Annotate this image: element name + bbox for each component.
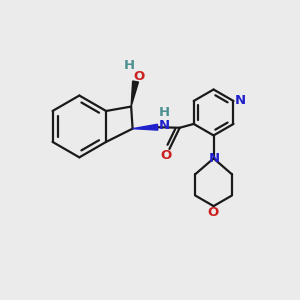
Text: H: H: [124, 59, 135, 72]
Text: O: O: [207, 206, 219, 219]
Text: N: N: [234, 94, 245, 107]
Text: H: H: [159, 106, 170, 119]
Text: O: O: [160, 149, 172, 162]
Polygon shape: [133, 124, 158, 130]
Polygon shape: [131, 81, 139, 106]
Text: N: N: [159, 119, 170, 132]
Text: O: O: [134, 70, 145, 83]
Text: N: N: [208, 152, 220, 165]
